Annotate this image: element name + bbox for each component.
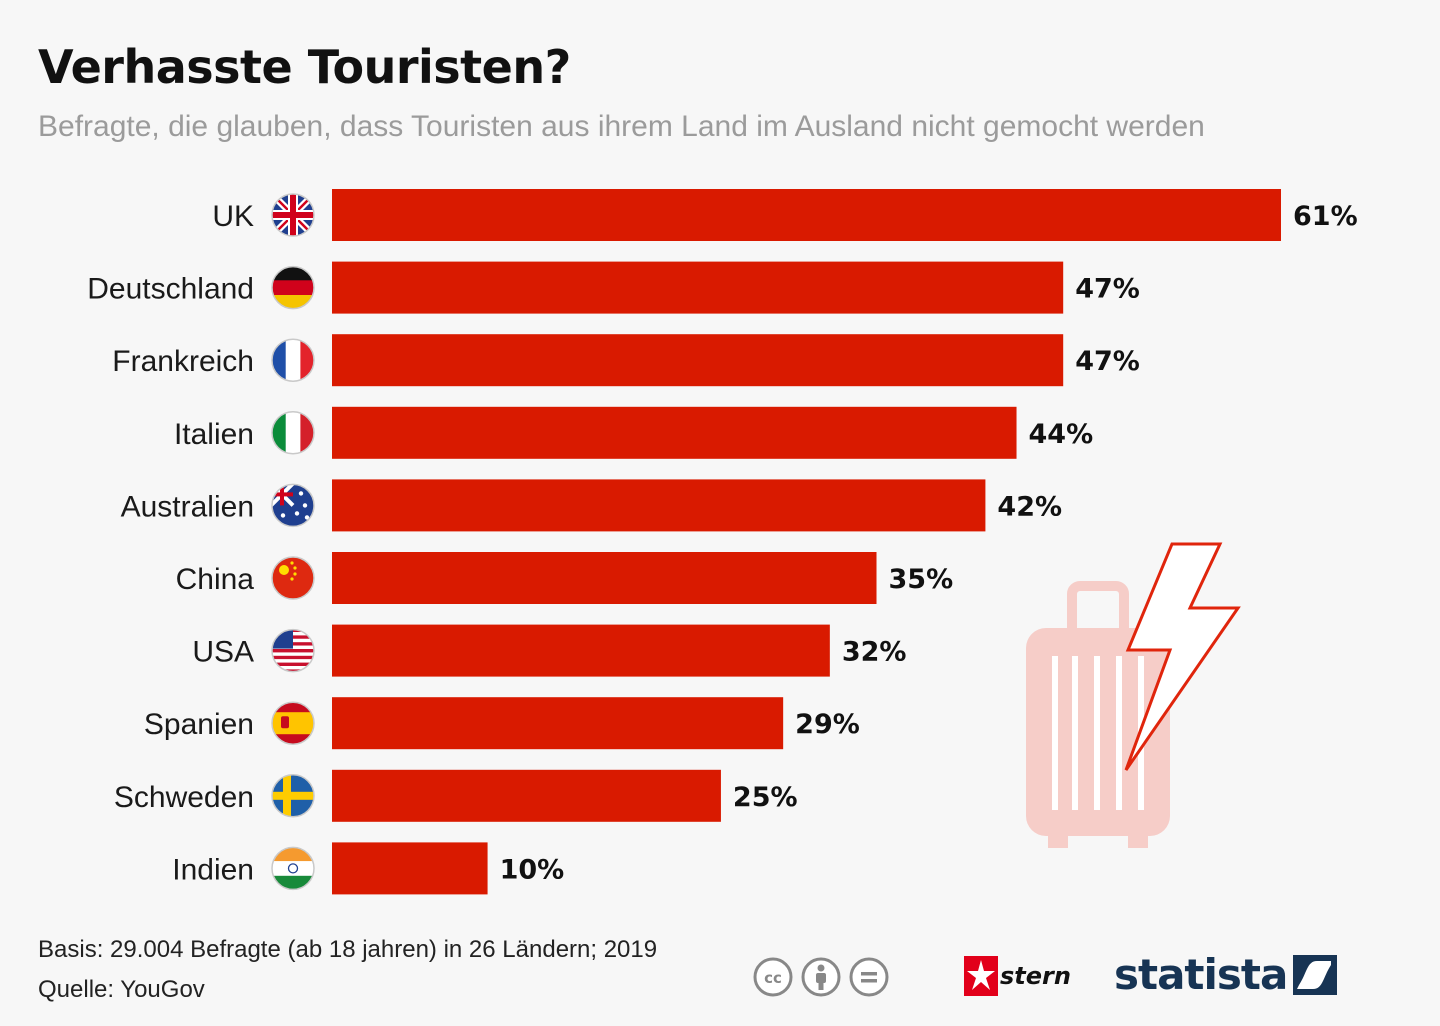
usa-flag-icon xyxy=(271,628,315,673)
france-flag-icon xyxy=(271,338,315,382)
bar xyxy=(332,261,1064,314)
bar xyxy=(332,624,830,677)
germany-flag-icon xyxy=(271,265,315,310)
statista-mark-icon xyxy=(1293,954,1338,995)
value-label: 10% xyxy=(500,854,565,885)
india-flag-icon xyxy=(271,846,315,891)
stern-star-icon xyxy=(964,956,998,996)
italy-flag-icon xyxy=(271,411,315,455)
value-label: 32% xyxy=(842,637,907,668)
china-flag-icon xyxy=(271,556,315,600)
statista-wordmark: statista xyxy=(1114,950,1288,999)
value-label: 35% xyxy=(889,564,954,595)
value-label: 42% xyxy=(997,491,1062,522)
stern-logo: stern xyxy=(964,956,1071,996)
value-label: 47% xyxy=(1075,274,1140,305)
bar xyxy=(332,479,986,532)
category-label: Australien xyxy=(121,490,254,523)
chart-title: Verhasste Touristen? xyxy=(38,40,571,94)
bar xyxy=(332,697,784,750)
sweden-flag-icon xyxy=(271,774,315,818)
category-label: Deutschland xyxy=(87,273,254,306)
value-label: 44% xyxy=(1029,419,1094,450)
bar xyxy=(332,406,1017,459)
category-label: Spanien xyxy=(144,708,254,741)
stern-wordmark: stern xyxy=(1000,962,1071,990)
bar xyxy=(332,842,488,895)
attribution-icon xyxy=(801,957,841,997)
bar xyxy=(332,189,1281,241)
footer-basis: Basis: 29.004 Befragte (ab 18 jahren) in… xyxy=(38,936,658,963)
australia-flag-icon xyxy=(271,483,315,528)
category-label: USA xyxy=(192,636,254,669)
category-label: Indien xyxy=(172,853,254,886)
value-label: 47% xyxy=(1075,346,1140,377)
value-label: 29% xyxy=(795,709,860,740)
no-derivatives-icon xyxy=(849,957,889,997)
statista-logo: statista xyxy=(1114,950,1338,999)
bar xyxy=(332,334,1064,387)
footer-source: Quelle: YouGov xyxy=(38,976,205,1003)
category-label: Schweden xyxy=(114,781,254,814)
bar-chart: UK 61% Deutschland 47% Frankreich 47% Italien 4… xyxy=(87,189,1358,895)
category-label: Italien xyxy=(174,418,254,451)
category-label: UK xyxy=(212,200,254,233)
chart-subtitle: Befragte, die glauben, dass Touristen au… xyxy=(38,110,1205,143)
category-label: China xyxy=(176,563,255,596)
value-label: 25% xyxy=(733,782,798,813)
license-icons: cc xyxy=(752,956,890,998)
category-label: Frankreich xyxy=(112,345,254,378)
uk-flag-icon xyxy=(271,193,315,237)
creative-commons-icon: cc xyxy=(753,957,793,997)
bar xyxy=(332,552,877,604)
spain-flag-icon xyxy=(271,701,315,745)
suitcase-lightning-icon xyxy=(1026,542,1241,848)
bar xyxy=(332,769,721,822)
value-label: 61% xyxy=(1293,201,1358,232)
svg-text:cc: cc xyxy=(764,969,782,987)
